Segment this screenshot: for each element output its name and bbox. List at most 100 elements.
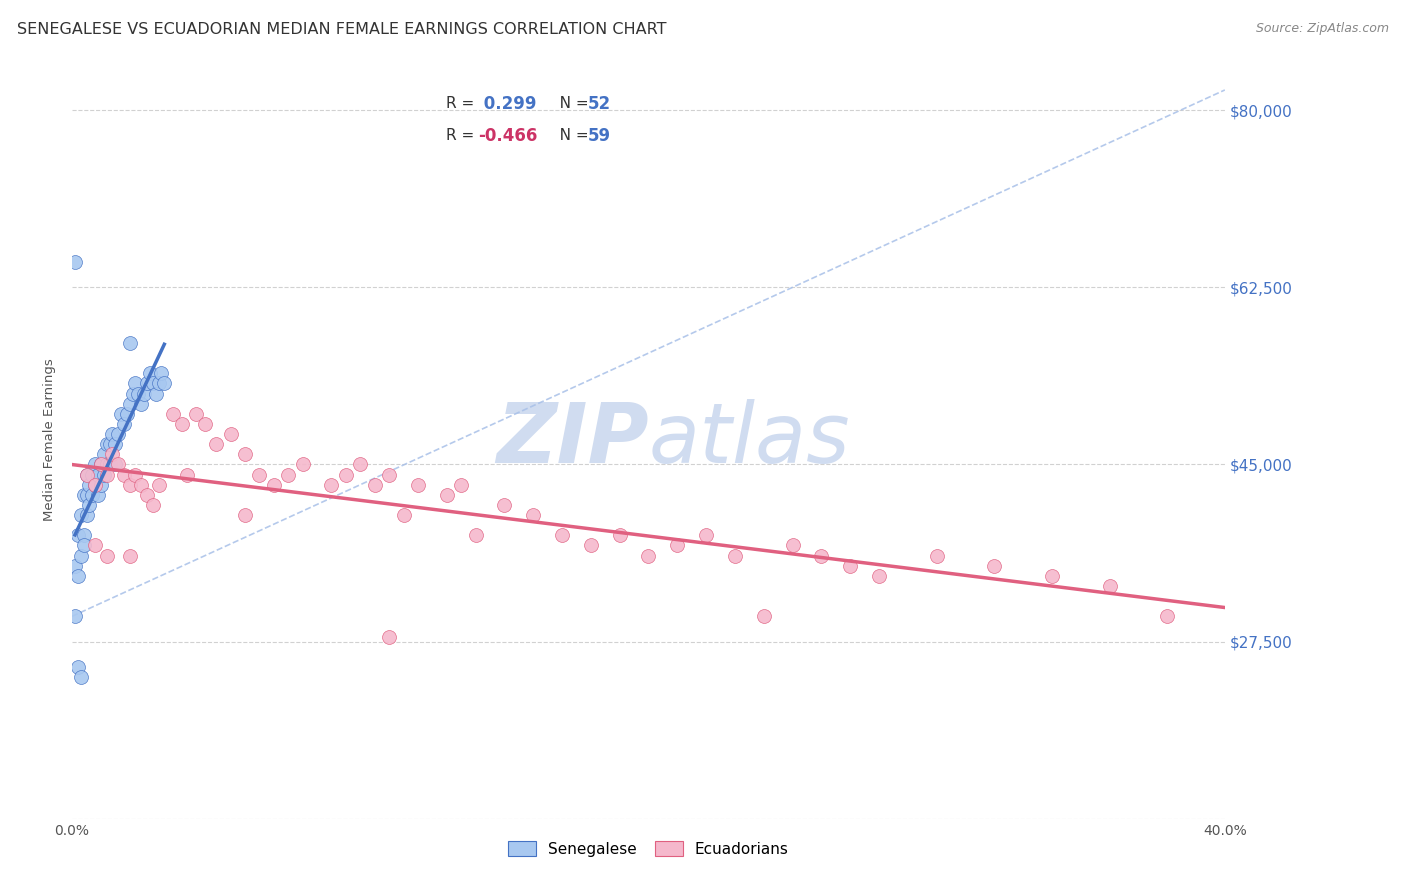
Point xyxy=(63,255,86,269)
Point xyxy=(695,528,717,542)
Point xyxy=(93,447,115,461)
Text: Source: ZipAtlas.com: Source: ZipAtlas.com xyxy=(1256,22,1389,36)
Point xyxy=(118,336,141,351)
Point xyxy=(66,569,89,583)
Text: atlas: atlas xyxy=(648,399,851,480)
Point xyxy=(349,458,371,472)
Point xyxy=(104,458,127,472)
Point xyxy=(335,467,357,482)
Point xyxy=(134,386,156,401)
Point xyxy=(129,477,152,491)
Point xyxy=(321,477,343,491)
Point xyxy=(363,477,385,491)
Point xyxy=(983,558,1005,573)
Point xyxy=(69,670,91,684)
Point xyxy=(118,477,141,491)
Point xyxy=(115,407,138,421)
Point xyxy=(82,488,104,502)
Text: SENEGALESE VS ECUADORIAN MEDIAN FEMALE EARNINGS CORRELATION CHART: SENEGALESE VS ECUADORIAN MEDIAN FEMALE E… xyxy=(17,22,666,37)
Point xyxy=(118,397,141,411)
Point xyxy=(118,549,141,563)
Point xyxy=(666,538,689,552)
Point xyxy=(69,508,91,522)
Point xyxy=(291,458,314,472)
Point xyxy=(84,477,107,491)
Point xyxy=(84,477,107,491)
Point xyxy=(82,467,104,482)
Point xyxy=(101,427,124,442)
Point xyxy=(112,467,135,482)
Y-axis label: Median Female Earnings: Median Female Earnings xyxy=(44,358,56,521)
Point xyxy=(194,417,217,431)
Point xyxy=(277,467,299,482)
Text: N =: N = xyxy=(544,96,593,112)
Point xyxy=(170,417,193,431)
Point xyxy=(1040,569,1063,583)
Text: R =: R = xyxy=(446,128,478,143)
Point xyxy=(139,367,162,381)
Point xyxy=(551,528,574,542)
Point xyxy=(127,386,149,401)
Text: R =: R = xyxy=(446,96,478,112)
Point xyxy=(96,549,118,563)
Point xyxy=(107,458,129,472)
Text: 59: 59 xyxy=(588,127,610,145)
Point xyxy=(184,407,207,421)
Point xyxy=(839,558,862,573)
Point xyxy=(129,397,152,411)
Point xyxy=(436,488,458,502)
Point xyxy=(136,488,159,502)
Point xyxy=(72,538,94,552)
Point xyxy=(98,437,121,451)
Point xyxy=(148,477,170,491)
Point xyxy=(87,467,110,482)
Point xyxy=(752,609,775,624)
Point xyxy=(107,427,129,442)
Point xyxy=(162,407,184,421)
Point xyxy=(609,528,631,542)
Point xyxy=(96,458,118,472)
Point xyxy=(110,407,132,421)
Text: 52: 52 xyxy=(588,95,610,112)
Point xyxy=(145,386,167,401)
Point xyxy=(76,467,98,482)
Point xyxy=(219,427,242,442)
Point xyxy=(98,458,121,472)
Point xyxy=(378,467,401,482)
Text: 0.299: 0.299 xyxy=(478,95,536,112)
Point xyxy=(494,498,516,512)
Point xyxy=(84,458,107,472)
Point xyxy=(142,498,165,512)
Point xyxy=(148,376,170,391)
Point xyxy=(121,386,143,401)
Point xyxy=(378,630,401,644)
Point xyxy=(150,367,173,381)
Point xyxy=(104,437,127,451)
Point xyxy=(136,376,159,391)
Point xyxy=(90,458,112,472)
Point xyxy=(72,488,94,502)
Point xyxy=(112,417,135,431)
Point xyxy=(87,488,110,502)
Point xyxy=(925,549,948,563)
Point xyxy=(69,549,91,563)
Point xyxy=(176,467,198,482)
Point xyxy=(124,467,146,482)
Point xyxy=(724,549,747,563)
Point xyxy=(263,477,285,491)
Point xyxy=(66,528,89,542)
Point xyxy=(90,458,112,472)
Point xyxy=(76,508,98,522)
Point xyxy=(868,569,890,583)
Point xyxy=(63,558,86,573)
Point xyxy=(76,467,98,482)
Point xyxy=(392,508,415,522)
Point xyxy=(76,488,98,502)
Point xyxy=(84,538,107,552)
Point xyxy=(249,467,271,482)
Point xyxy=(406,477,429,491)
Point xyxy=(90,477,112,491)
Point xyxy=(810,549,832,563)
Point xyxy=(79,477,101,491)
Point xyxy=(782,538,804,552)
